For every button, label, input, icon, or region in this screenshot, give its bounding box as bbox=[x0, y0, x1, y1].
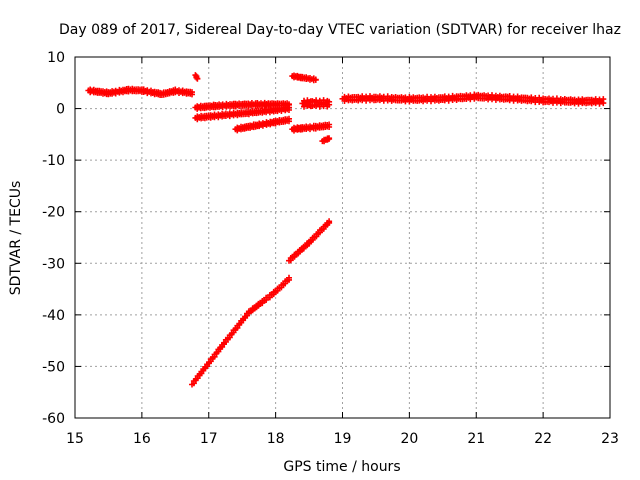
x-axis-label: GPS time / hours bbox=[283, 459, 400, 475]
data-series-seg5 bbox=[232, 115, 292, 134]
data-series-seg12 bbox=[286, 218, 333, 264]
data-series-seg10 bbox=[339, 91, 607, 107]
chart-title: Day 089 of 2017, Sidereal Day-to-day VTE… bbox=[59, 22, 621, 38]
y-tick-label: -60 bbox=[42, 411, 65, 427]
x-tick-label: 23 bbox=[601, 431, 619, 447]
y-tick-label: 10 bbox=[47, 50, 65, 66]
data-series-seg7 bbox=[289, 121, 333, 134]
data-series-seg8 bbox=[299, 97, 333, 110]
data-series-seg4 bbox=[192, 104, 292, 123]
x-tick-label: 16 bbox=[133, 431, 151, 447]
x-tick-label: 19 bbox=[334, 431, 352, 447]
y-tick-label: -50 bbox=[42, 359, 65, 375]
x-tick-label: 18 bbox=[267, 431, 285, 447]
grid-lines bbox=[75, 57, 610, 418]
x-tick-label: 20 bbox=[400, 431, 418, 447]
x-tick-label: 21 bbox=[467, 431, 485, 447]
data-series-seg2 bbox=[192, 72, 201, 82]
data-points bbox=[85, 72, 607, 388]
y-tick-label: -10 bbox=[42, 153, 65, 169]
data-series-seg1 bbox=[85, 85, 195, 98]
data-series-seg11 bbox=[189, 274, 292, 388]
data-series-seg9 bbox=[319, 135, 333, 145]
x-tick-label: 22 bbox=[534, 431, 552, 447]
y-tick-label: -40 bbox=[42, 308, 65, 324]
axis-ticks: 15 16 17 18 19 20 21 22 23 10 0 -10 -20 -30 -40 -50 -60 bbox=[42, 50, 619, 447]
y-tick-label: 0 bbox=[56, 102, 65, 118]
y-tick-label: -30 bbox=[42, 256, 65, 272]
x-tick-label: 15 bbox=[66, 431, 84, 447]
data-series-seg6 bbox=[289, 72, 319, 84]
y-axis-label: SDTVAR / TECUs bbox=[8, 181, 24, 296]
x-tick-label: 17 bbox=[200, 431, 218, 447]
y-tick-label: -20 bbox=[42, 205, 65, 221]
